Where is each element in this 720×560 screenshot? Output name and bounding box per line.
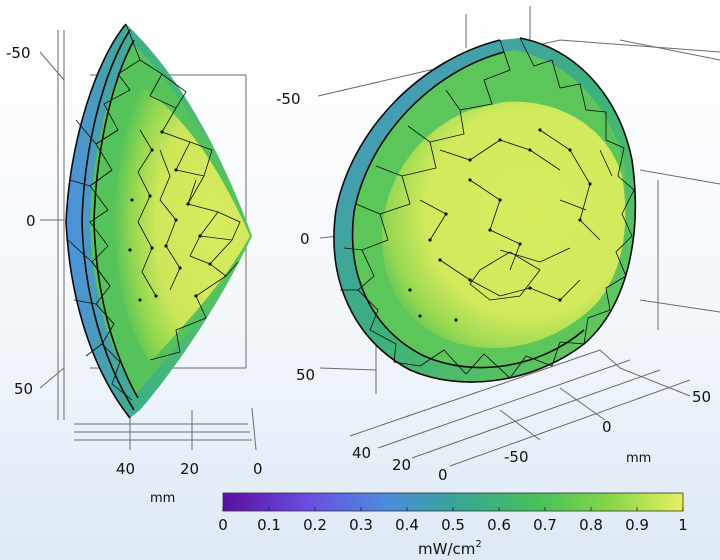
right-mesh-stars	[408, 128, 592, 322]
right-vertical-tick-2: 50	[296, 366, 315, 384]
colorbar-unit-exponent: 2	[475, 539, 481, 550]
colorbar-tick-label: 0.4	[395, 516, 419, 534]
left-shell-face	[114, 86, 250, 362]
left-mesh-stars	[128, 130, 212, 302]
right-vertical-tick-0: -50	[276, 90, 301, 108]
right-unit-label: mm	[626, 451, 651, 466]
left-y-tick-1: 0	[26, 212, 36, 230]
colorbar-tick-label: 0.8	[579, 516, 603, 534]
right-depth-tick-1: 20	[392, 456, 411, 474]
colorbar-tick-label: 0.5	[441, 516, 465, 534]
colorbar-unit-label: mW/cm2	[418, 539, 482, 558]
right-depth-tick-0: 40	[352, 444, 371, 462]
left-y-tick-2: 50	[14, 380, 33, 398]
colorbar-tick-labels: 0 0.1 0.2 0.3 0.4 0.5 0.6 0.7 0.8 0.9 1	[218, 516, 688, 534]
colorbar-tick-label: 1	[678, 516, 688, 534]
colorbar-tick-label: 0.6	[487, 516, 511, 534]
left-x-tick-1: 20	[180, 460, 199, 478]
colorbar-tick-label: 0.1	[257, 516, 281, 534]
colorbar-tick-label: 0.7	[533, 516, 557, 534]
colorbar-tick-label: 0.9	[625, 516, 649, 534]
colorbar: 0 0.1 0.2 0.3 0.4 0.5 0.6 0.7 0.8 0.9 1 mW/cm2	[218, 492, 688, 558]
right-horizontal-tick-2: 50	[692, 388, 711, 406]
colorbar-tick-label: 0.3	[349, 516, 373, 534]
left-view: -50 0 50 40 20 0 mm	[6, 23, 263, 506]
left-y-tick-0: -50	[6, 44, 31, 62]
right-view: -50 0 50 40 20 0 -50 0 50 mm	[276, 6, 720, 484]
right-shell-face	[381, 101, 626, 348]
right-horizontal-tick-0: -50	[504, 448, 529, 466]
left-mesh	[67, 23, 241, 401]
colorbar-tick-label: 0	[218, 516, 228, 534]
right-vertical-tick-1: 0	[300, 230, 310, 248]
right-horizontal-tick-1: 0	[602, 418, 612, 436]
left-x-tick-2: 0	[253, 460, 263, 478]
colorbar-tick-marks	[222, 507, 684, 511]
colorbar-unit-base: mW/cm	[418, 540, 475, 558]
left-x-tick-0: 40	[116, 460, 135, 478]
colorbar-tick-label: 0.2	[303, 516, 327, 534]
right-depth-tick-2: 0	[438, 466, 448, 484]
left-unit-label: mm	[150, 491, 175, 506]
